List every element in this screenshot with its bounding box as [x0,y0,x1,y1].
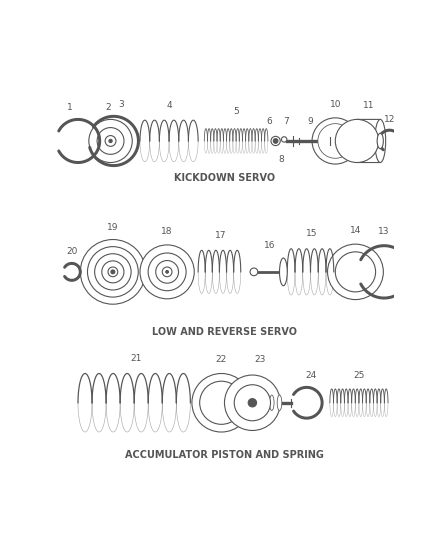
Ellipse shape [89,119,132,163]
Text: 9: 9 [307,117,313,126]
Ellipse shape [250,268,258,276]
Text: 1: 1 [67,103,73,112]
Text: 25: 25 [353,370,365,379]
Ellipse shape [109,139,112,142]
Text: 7: 7 [283,117,289,126]
Text: 24: 24 [305,370,316,379]
Ellipse shape [95,254,131,290]
Ellipse shape [224,375,280,431]
Text: 17: 17 [215,230,226,239]
Ellipse shape [234,385,271,421]
Text: 19: 19 [107,223,119,232]
Text: ACCUMULATOR PISTON AND SPRING: ACCUMULATOR PISTON AND SPRING [125,450,324,460]
Text: 18: 18 [161,228,173,237]
Ellipse shape [271,136,280,146]
Ellipse shape [336,119,379,163]
Text: 13: 13 [378,228,390,237]
Text: 14: 14 [350,226,361,235]
Ellipse shape [318,124,353,158]
Ellipse shape [261,395,266,410]
Ellipse shape [273,139,278,143]
Ellipse shape [312,118,359,164]
Text: 6: 6 [267,117,272,126]
Ellipse shape [279,258,287,286]
Ellipse shape [156,261,179,283]
Ellipse shape [269,395,274,410]
Text: 16: 16 [264,241,275,251]
Ellipse shape [377,133,383,149]
Ellipse shape [108,267,118,277]
Ellipse shape [328,244,383,300]
Text: 22: 22 [216,356,227,364]
Ellipse shape [105,135,116,147]
Text: 10: 10 [329,100,341,109]
Ellipse shape [336,252,376,292]
Ellipse shape [375,119,386,163]
Ellipse shape [148,253,186,290]
Text: 23: 23 [254,356,266,364]
Text: 20: 20 [66,247,78,256]
Text: 3: 3 [119,100,124,109]
Ellipse shape [280,259,286,285]
Ellipse shape [111,270,115,274]
Ellipse shape [80,239,145,304]
Ellipse shape [248,399,257,407]
Text: 4: 4 [166,101,172,110]
Ellipse shape [140,245,194,299]
Ellipse shape [192,374,251,432]
Text: 15: 15 [306,229,318,238]
Text: 2: 2 [106,103,111,112]
Text: KICKDOWN SERVO: KICKDOWN SERVO [174,173,275,183]
Text: 12: 12 [384,115,395,124]
Ellipse shape [166,271,169,273]
FancyBboxPatch shape [357,119,380,163]
Ellipse shape [88,247,138,297]
Ellipse shape [200,381,243,424]
Ellipse shape [282,137,287,142]
Ellipse shape [102,261,124,283]
Ellipse shape [162,267,172,277]
Text: 5: 5 [233,107,239,116]
Ellipse shape [97,127,124,155]
Text: 21: 21 [131,354,142,363]
Text: 11: 11 [363,101,374,110]
Text: LOW AND REVERSE SERVO: LOW AND REVERSE SERVO [152,327,297,337]
Ellipse shape [277,395,282,410]
Text: 8: 8 [278,155,284,164]
